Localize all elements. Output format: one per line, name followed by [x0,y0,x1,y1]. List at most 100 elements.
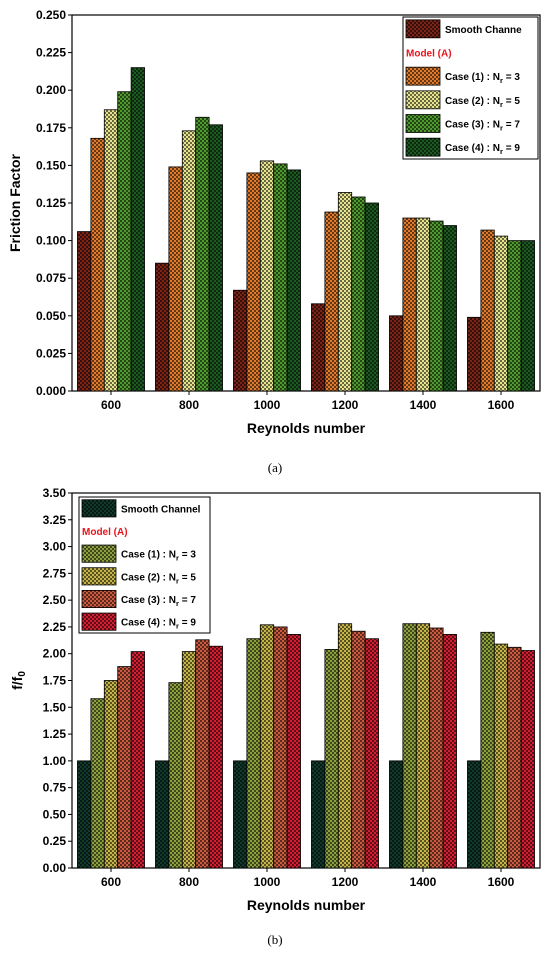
bar [324,211,339,392]
bar [415,623,431,869]
bar [364,638,379,869]
bar [493,235,509,392]
bar [181,651,197,869]
legend-entry: Case (3) : Nr = 7 [121,595,196,608]
x-tick-label: 1400 [410,398,437,412]
bar [311,760,326,869]
legend-header: Model (A) [82,527,128,538]
bar [233,289,248,392]
legend: Smooth Channe Model (A) Case (1) : Nr = 3 C… [402,16,539,160]
legend: Smooth Channel Model (A) Case (1) : Nr = 3… [78,496,211,634]
x-tick-label: 1400 [410,875,437,889]
bar [337,623,353,869]
legend-entry: Case (3) : Nr = 7 [445,120,520,133]
y-tick-label: 2.50 [43,593,67,607]
legend-entry: Case (2) : Nr = 5 [121,572,196,585]
bar [429,220,444,392]
bar [195,639,210,869]
y-tick-label: 3.00 [43,540,67,554]
legend-swatch [405,114,441,133]
y-tick-label: 0.200 [36,83,66,97]
bar [246,172,261,392]
y-axis-title: f/f0 [9,671,28,690]
x-tick-label: 800 [179,875,199,889]
y-tick-label: 0.150 [36,158,66,172]
bar [233,760,248,869]
legend-swatch [405,66,441,86]
bar [259,160,275,392]
bar [246,638,261,869]
bar [389,315,404,392]
bar [90,137,105,392]
x-tick-label: 1200 [332,398,359,412]
bar [311,303,326,392]
y-tick-label: 0.075 [36,271,66,285]
bar [402,217,417,392]
bar [324,649,339,869]
bar [286,634,301,869]
legend-entry: Case (4) : Nr = 9 [121,618,196,631]
legend-entry: Case (1) : Nr = 3 [445,72,520,85]
bar [337,192,353,392]
x-axis-title: Reynolds number [247,420,366,436]
y-tick-label: 0.025 [36,346,66,360]
bar [168,166,183,392]
legend-entry: Smooth Channel [121,504,201,515]
bar [155,262,170,392]
y-tick-label: 0.125 [36,196,66,210]
x-axis-title: Reynolds number [247,897,366,913]
legend-entry: Case (4) : Nr = 9 [445,143,520,156]
bar [493,643,509,869]
bar [351,196,366,392]
bar [520,240,535,392]
bar [259,624,275,869]
x-tick-label: 1600 [488,875,515,889]
bar [208,645,223,869]
legend-swatch [81,567,117,586]
bar [130,67,145,392]
x-tick-label: 1000 [254,398,281,412]
legend-entry: Case (2) : Nr = 5 [445,96,520,109]
y-tick-label: 3.50 [43,486,67,500]
bar [442,225,457,392]
legend-swatch [81,544,117,563]
bar [389,760,404,869]
bar [195,116,210,392]
bar [181,130,197,392]
bar [415,217,431,392]
y-tick-label: 2.00 [43,647,67,661]
bar [168,682,183,869]
y-tick-label: 0.000 [36,384,66,398]
y-tick-label: 0.50 [43,807,67,821]
y-tick-label: 0.25 [43,834,67,848]
bar [155,760,170,869]
y-tick-label: 0.100 [36,234,66,248]
x-tick-label: 600 [101,398,121,412]
bar [90,698,105,869]
legend-box [402,16,539,160]
bar [77,231,92,392]
x-tick-label: 1600 [488,398,515,412]
y-tick-label: 2.25 [43,620,67,634]
y-tick-label: 0.050 [36,309,66,323]
y-tick-label: 0.225 [36,46,66,60]
bar [117,91,132,392]
bar [520,650,535,869]
bar [429,627,444,869]
bar [273,626,288,869]
y-tick-label: 1.50 [43,700,67,714]
bar [442,634,457,869]
bar [467,316,482,392]
y-tick-label: 1.25 [43,727,67,741]
legend-header: Model (A) [406,49,452,60]
figure-caption: (b) [267,932,282,947]
bar [117,666,132,869]
bar [77,760,92,869]
y-tick-label: 0.00 [43,861,67,875]
y-tick-label: 1.75 [43,674,67,688]
y-tick-label: 0.250 [36,8,66,22]
legend-swatch [405,19,441,39]
y-axis-title: Friction Factor [7,153,23,252]
legend-swatch [81,612,117,631]
